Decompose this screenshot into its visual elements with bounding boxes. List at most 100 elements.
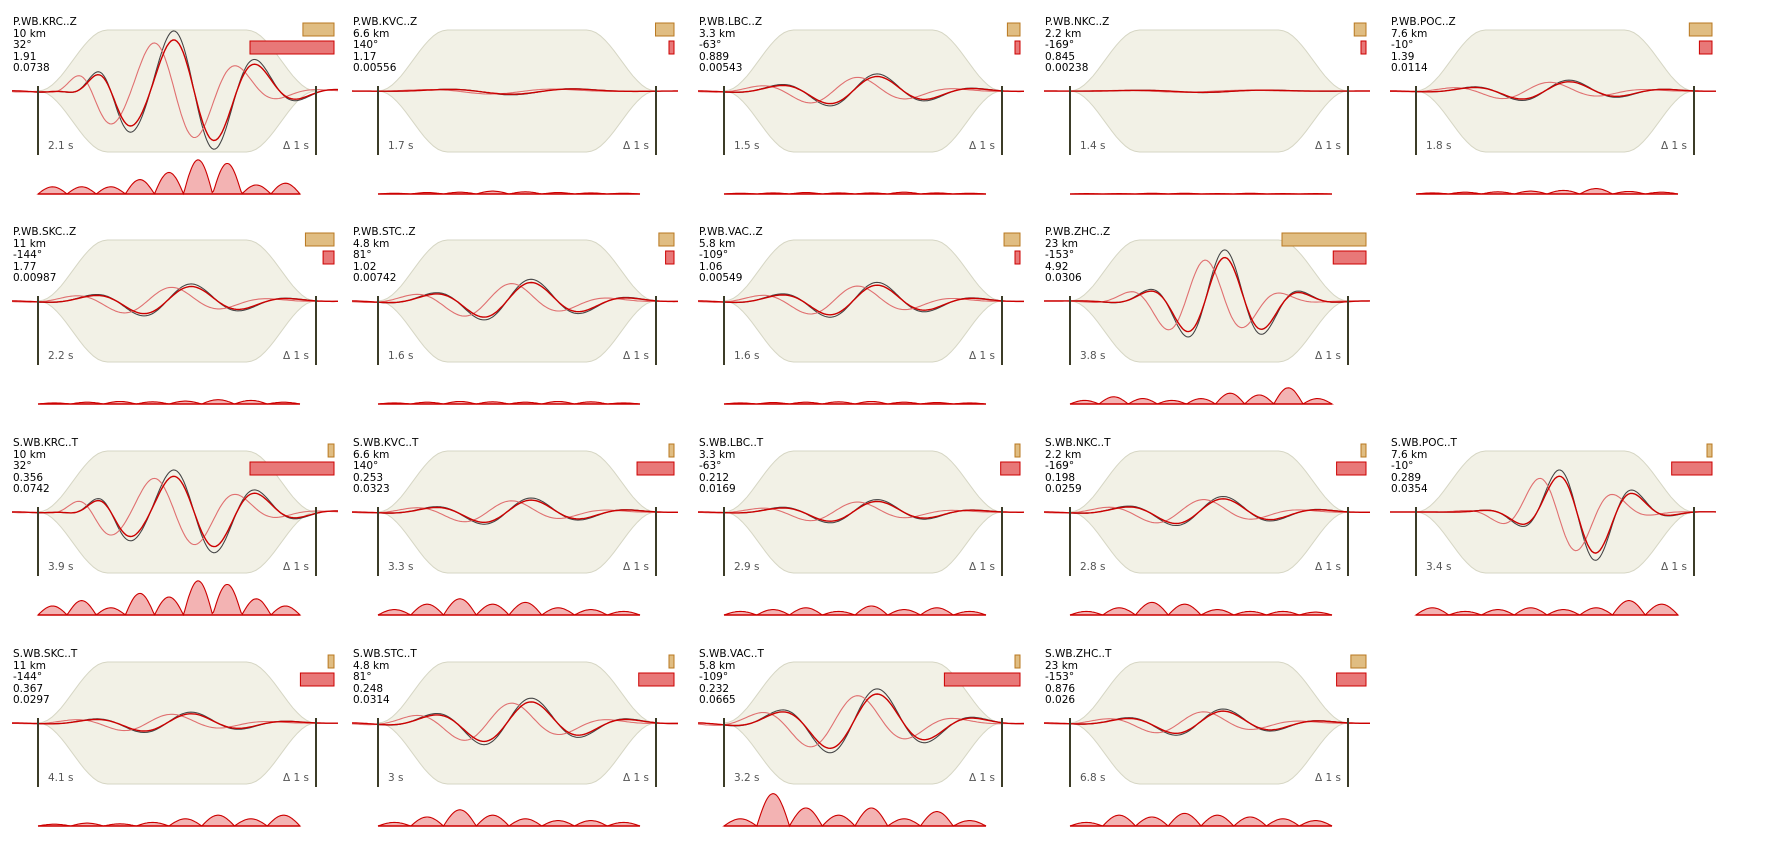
waveform-panel: S.WB.ZHC..T 23 km -153° 0.876 0.026 6.8 s Δ 1 … [1032, 632, 1372, 842]
azimuth-label: -109° [699, 249, 729, 262]
azimuth-label: -144° [13, 671, 43, 684]
azimuth-label: 140° [353, 39, 379, 52]
time-scale-label: Δ 1 s [623, 561, 650, 573]
station-info: P.WB.KVC..Z 6.6 km 140° 1.17 0.00556 [353, 16, 418, 75]
station-info: S.WB.SKC..T 11 km -144° 0.367 0.0297 [13, 648, 78, 707]
weight-bar-primary [1006, 22, 1021, 37]
time-scale-label: Δ 1 s [1661, 140, 1688, 152]
weight-bar-primary [668, 443, 675, 458]
amplitude-max-label: 0.248 [353, 682, 384, 695]
station-info: P.WB.KRC..Z 10 km 32° 1.91 0.0738 [13, 16, 77, 75]
weight-bar-primary [1353, 22, 1367, 37]
taper-window [1415, 29, 1695, 153]
misfit-max-label: 0.0297 [13, 694, 50, 707]
waveform-panel: P.WB.KRC..Z 10 km 32° 1.91 0.0738 2.1 s Δ 1 s [0, 0, 340, 210]
misfit-envelope [1414, 600, 1680, 616]
time-scale-label: Δ 1 s [1661, 561, 1688, 573]
distance-label: 2.2 km [1045, 27, 1082, 40]
weight-bar-secondary [1336, 461, 1367, 476]
misfit-max-label: 0.0306 [1045, 272, 1082, 285]
amplitude-max-label: 0.356 [13, 471, 44, 484]
waveform-plot [351, 654, 679, 827]
time-offset-label: 3 s [388, 772, 404, 784]
distance-label: 23 km [1045, 659, 1079, 672]
weight-bar-primary [1014, 443, 1021, 458]
synthetic-trace-shifted [697, 501, 1024, 522]
misfit-max-label: 0.0259 [1045, 483, 1082, 496]
misfit-envelope [36, 580, 302, 617]
taper-window [1069, 661, 1349, 785]
waveform-panel: S.WB.KVC..T 6.6 km 140° 0.253 0.0323 3.3 s Δ 1… [340, 421, 680, 631]
weight-bar-secondary [1332, 250, 1367, 265]
weight-bar-primary [1003, 232, 1021, 247]
time-offset-label: 3.4 s [1426, 561, 1452, 573]
azimuth-label: -10° [1391, 39, 1414, 52]
distance-label: 6.6 km [353, 27, 390, 40]
weight-bar-secondary [1014, 250, 1021, 265]
time-offset-label: 6.8 s [1080, 772, 1106, 784]
azimuth-label: 140° [353, 460, 379, 473]
weight-bar-secondary [249, 461, 335, 476]
misfit-max-label: 0.00543 [699, 62, 743, 75]
distance-label: 10 km [13, 27, 47, 40]
taper-window [377, 239, 657, 363]
amplitude-max-label: 1.77 [13, 260, 37, 273]
synthetic-trace [1044, 710, 1370, 734]
waveform-panel: P.WB.LBC..Z 3.3 km -63° 0.889 0.00543 1.5 s Δ … [686, 0, 1026, 210]
weight-bar-secondary [249, 40, 335, 55]
azimuth-label: -153° [1045, 249, 1075, 262]
station-code: P.WB.ZHC..Z [1045, 226, 1111, 238]
waveform-plot [351, 232, 678, 405]
waveform-panel: S.WB.VAC..T 5.8 km -109° 0.232 0.0665 3.2 s Δ … [686, 632, 1026, 842]
weight-bar-primary [655, 22, 675, 37]
waveform-plot [351, 443, 678, 616]
amplitude-max-label: 0.253 [353, 471, 384, 484]
station-code: S.WB.SKC..T [13, 648, 78, 660]
amplitude-max-label: 0.367 [13, 682, 44, 695]
time-scale-label: Δ 1 s [283, 140, 310, 152]
synthetic-trace [698, 500, 1025, 522]
station-code: S.WB.ZHC..T [1045, 648, 1112, 660]
synthetic-trace-shifted [1043, 499, 1370, 524]
misfit-max-label: 0.0738 [13, 62, 50, 75]
synthetic-trace [12, 713, 338, 732]
time-offset-label: 4.1 s [48, 772, 74, 784]
misfit-max-label: 0.00556 [353, 62, 397, 75]
synthetic-trace-shifted [12, 477, 339, 546]
time-offset-label: 3.9 s [48, 561, 74, 573]
distance-label: 10 km [13, 448, 47, 461]
misfit-max-label: 0.0314 [353, 694, 390, 707]
weight-bar-primary [1688, 22, 1713, 37]
station-code: P.WB.VAC..Z [699, 226, 763, 238]
synthetic-trace [697, 693, 1024, 750]
station-code: S.WB.NKC..T [1045, 437, 1111, 449]
weight-bar-primary [327, 654, 335, 669]
time-scale-label: Δ 1 s [969, 772, 996, 784]
time-offset-label: 2.9 s [734, 561, 760, 573]
waveform-panel: P.WB.SKC..Z 11 km -144° 1.77 0.00987 2.2 s Δ 1… [0, 210, 340, 420]
misfit-max-label: 0.026 [1045, 694, 1076, 707]
misfit-envelope [723, 605, 987, 616]
amplitude-max-label: 1.91 [13, 50, 37, 63]
synthetic-trace-shifted [1044, 711, 1370, 734]
synthetic-trace-shifted [12, 713, 338, 732]
misfit-max-label: 0.0323 [353, 483, 390, 496]
station-info: S.WB.ZHC..T 23 km -153° 0.876 0.026 [1045, 648, 1112, 707]
waveform-plot [697, 443, 1025, 616]
synthetic-trace-shifted [697, 76, 1024, 104]
time-scale-label: Δ 1 s [623, 350, 650, 362]
taper-window [37, 239, 317, 363]
azimuth-label: 32° [13, 39, 32, 52]
distance-label: 23 km [1045, 237, 1079, 250]
station-code: P.WB.STC..Z [353, 226, 416, 238]
azimuth-label: 81° [353, 671, 372, 684]
station-code: P.WB.KVC..Z [353, 16, 418, 28]
waveform-panel: P.WB.VAC..Z 5.8 km -109° 1.06 0.00549 1.6 s Δ … [686, 210, 1026, 420]
misfit-envelope [36, 159, 302, 196]
time-scale-label: Δ 1 s [1315, 140, 1342, 152]
waveform-plot [1043, 654, 1370, 827]
misfit-envelope [37, 814, 302, 827]
station-info: S.WB.POC..T 7.6 km -10° 0.289 0.0354 [1391, 437, 1457, 496]
synthetic-trace-shifted [11, 42, 339, 139]
weight-bar-secondary [665, 250, 675, 265]
